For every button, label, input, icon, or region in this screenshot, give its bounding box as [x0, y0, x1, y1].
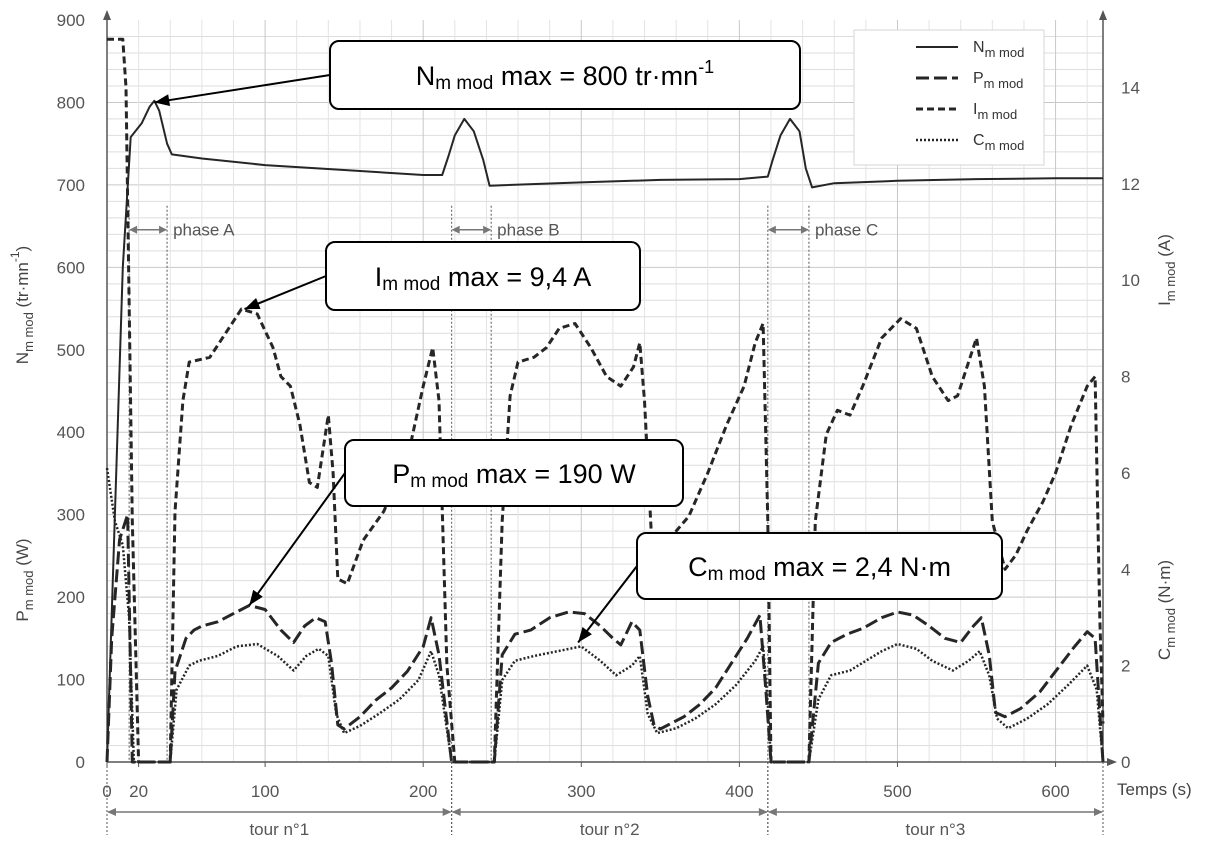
- callout-box: [325, 241, 641, 311]
- legend-label: Pm mod: [973, 70, 1023, 91]
- y-right-tick-label: 2: [1121, 657, 1130, 676]
- y-right-axis-title: Im mod (A): [1155, 234, 1178, 306]
- y-left-tick-label: 300: [57, 506, 85, 525]
- x-axis-arrow: [1107, 758, 1117, 766]
- callouts: Nm mod max = 800 tr·mn-1 Im mod max = 9,4…: [154, 40, 1003, 644]
- y-left-axis-title: Pm mod (W): [13, 538, 36, 621]
- callout-arrow-head: [154, 94, 171, 107]
- y-left-tick-label: 0: [76, 753, 85, 772]
- tour-label: tour n°3: [906, 820, 966, 839]
- callout-text: Cm mod max = 2,4 N·m: [688, 552, 951, 585]
- tour-markers: tour n°1 tour n°2 tour n°3: [107, 808, 1103, 839]
- callout-leader: [154, 74, 331, 104]
- left-axis-arrow: [103, 10, 111, 20]
- y-left-axis-title: Nm mod (tr·mn-1): [8, 246, 36, 364]
- y-left-tick-label: 200: [57, 588, 85, 607]
- tour-arrow-head: [758, 808, 768, 816]
- callout-arrow-head: [244, 298, 261, 310]
- callout-leader: [248, 472, 346, 606]
- tour-label: tour n°1: [249, 820, 309, 839]
- tour-arrow-head: [451, 808, 461, 816]
- phase-markers: phase A phase B phase C: [129, 221, 878, 240]
- phase-label: phase A: [173, 221, 235, 240]
- legend: Nm mod Pm mod Im mod Cm mod: [853, 29, 1045, 166]
- y-left-tick-label: 400: [57, 423, 85, 442]
- right-axis-arrow: [1099, 10, 1107, 20]
- y-right-tick-label: 8: [1121, 368, 1130, 387]
- y-left-tick-label: 600: [57, 258, 85, 277]
- x-tick-label: 500: [883, 782, 911, 801]
- y-left-tick-label: 800: [57, 93, 85, 112]
- axis-titles: Temps (s) Nm mod (tr·mn-1) Pm mod (W) Im mo…: [8, 234, 1192, 799]
- phase-label: phase C: [815, 221, 878, 240]
- callout-arrow-head: [578, 627, 592, 643]
- callout-box: [344, 439, 684, 507]
- tour-label: tour n°2: [580, 820, 640, 839]
- x-tick-label: 300: [567, 782, 595, 801]
- y-right-tick-label: 12: [1121, 175, 1140, 194]
- y-left-tick-label: 700: [57, 176, 85, 195]
- tour-arrow-head: [767, 808, 777, 816]
- axes: [103, 10, 1117, 767]
- x-tick-label: 0: [102, 782, 111, 801]
- legend-label: Im mod: [973, 101, 1017, 122]
- x-tick-label: 400: [725, 782, 753, 801]
- callout-annotation: Pm mod max = 190 W: [248, 439, 684, 606]
- callout-box: [329, 40, 801, 110]
- tour-arrow-head: [107, 808, 116, 816]
- y-right-tick-label: 14: [1121, 78, 1140, 97]
- y-right-tick-label: 10: [1121, 271, 1140, 290]
- callout-text: Im mod max = 9,4 A: [375, 262, 591, 295]
- legend-label: Nm mod: [973, 39, 1024, 60]
- x-tick-label: 200: [409, 782, 437, 801]
- callout-text: Nm mod max = 800 tr·mn-1: [416, 57, 714, 94]
- y-right-tick-label: 6: [1121, 464, 1130, 483]
- y-left-tick-label: 100: [57, 671, 85, 690]
- x-tick-label: 600: [1041, 782, 1069, 801]
- x-axis-title: Temps (s): [1117, 780, 1192, 799]
- phase-arrow-head: [800, 225, 809, 234]
- phase-arrow-head: [451, 225, 460, 234]
- callout-annotation: Cm mod max = 2,4 N·m: [577, 532, 1003, 644]
- series-line-short-dash: [107, 37, 1105, 764]
- callout-annotation: Nm mod max = 800 tr·mn-1: [154, 40, 801, 110]
- callout-text: Pm mod max = 190 W: [392, 459, 636, 492]
- series-lines: [105, 37, 1105, 764]
- y-left-tick-label: 500: [57, 341, 85, 360]
- tour-arrow-head: [442, 808, 452, 816]
- callout-leader: [577, 565, 638, 644]
- phase-label: phase B: [497, 221, 559, 240]
- callout-box: [636, 532, 1003, 600]
- series-line-solid: [106, 99, 1103, 763]
- phase-arrow-head: [483, 225, 492, 234]
- legend-label: Cm mod: [973, 132, 1024, 153]
- y-right-tick-label: 0: [1121, 753, 1130, 772]
- x-tick-label: 100: [251, 782, 279, 801]
- callout-annotation: Im mod max = 9,4 A: [244, 241, 641, 311]
- phase-arrow-head: [129, 225, 138, 234]
- x-tick-label: 20: [129, 782, 148, 801]
- y-right-axis-title: Cm mod (N·m): [1155, 560, 1178, 660]
- tour-arrow-head: [1094, 808, 1103, 816]
- series-line-long-dash: [105, 513, 1105, 764]
- tick-labels: 0 20 100 200 300 400 500 6000100200300400500600…: [57, 11, 1140, 801]
- y-right-tick-label: 4: [1121, 560, 1130, 579]
- series-line-dotted: [105, 467, 1105, 764]
- phase-arrow-head: [159, 225, 168, 234]
- phase-arrow-head: [767, 225, 776, 234]
- y-left-tick-label: 900: [57, 11, 85, 30]
- callout-arrow-head: [249, 589, 263, 606]
- legend-box: [853, 29, 1045, 166]
